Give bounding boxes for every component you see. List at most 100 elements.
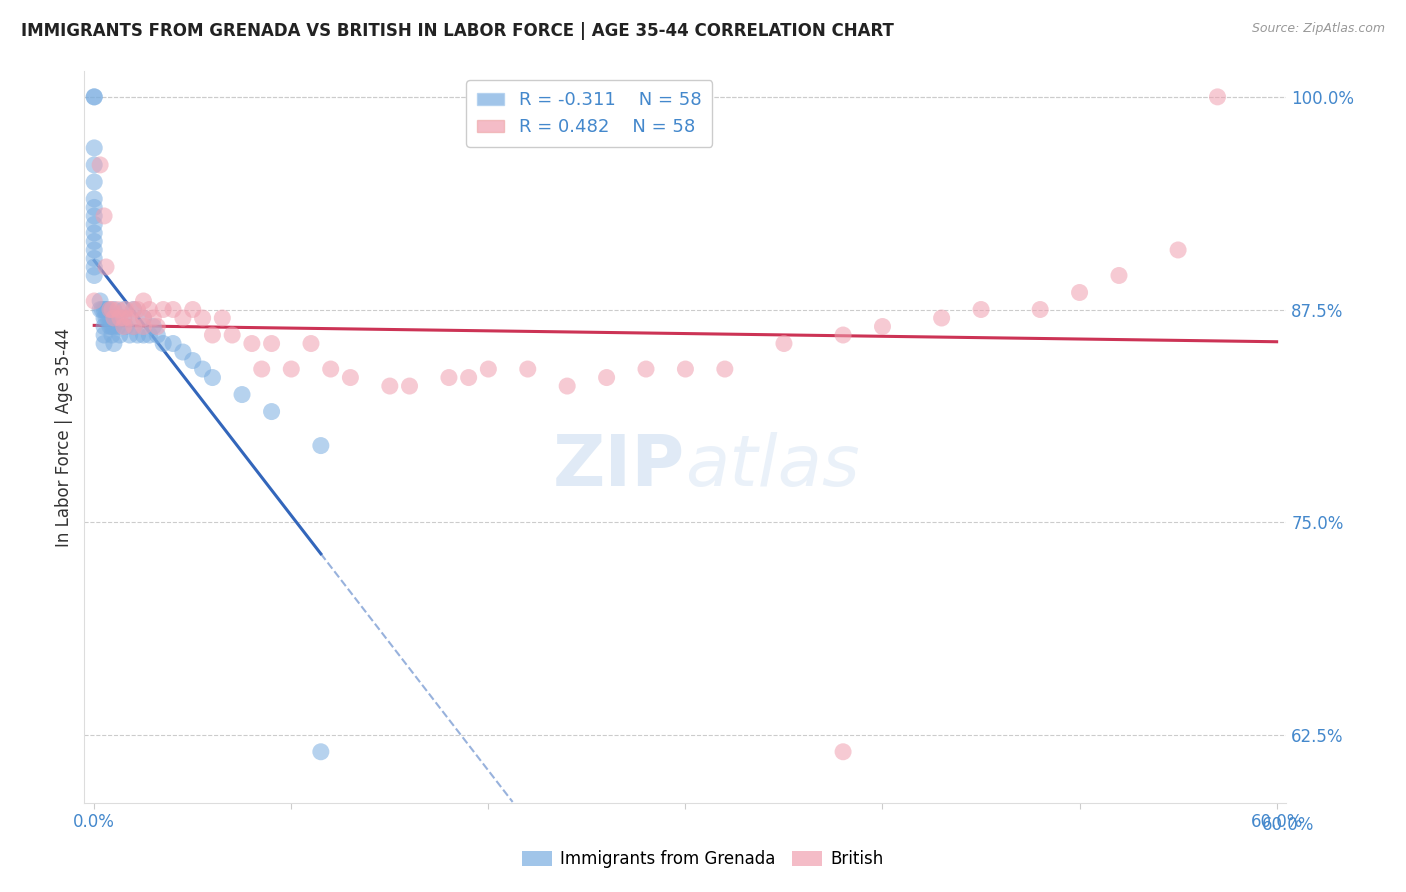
Point — [152, 336, 174, 351]
Point — [94, 302, 117, 317]
Point — [112, 311, 135, 326]
Text: IMMIGRANTS FROM GRENADA VS BRITISH IN LABOR FORCE | AGE 35-44 CORRELATION CHART: IMMIGRANTS FROM GRENADA VS BRITISH IN LA… — [21, 22, 894, 40]
Point — [107, 302, 129, 317]
Point — [142, 319, 165, 334]
Point — [101, 319, 124, 334]
Text: ZIP: ZIP — [553, 432, 686, 500]
Point — [319, 362, 342, 376]
Point — [89, 302, 111, 317]
Point — [398, 379, 420, 393]
Point — [114, 319, 136, 334]
Point — [118, 328, 141, 343]
Text: atlas: atlas — [686, 432, 860, 500]
Point — [93, 311, 115, 326]
Point — [1167, 243, 1189, 257]
Point — [132, 328, 155, 343]
Point — [773, 336, 796, 351]
Point — [97, 302, 120, 317]
Y-axis label: In Labor Force | Age 35-44: In Labor Force | Age 35-44 — [55, 327, 73, 547]
Point — [1069, 285, 1091, 300]
Point — [162, 336, 184, 351]
Point — [93, 319, 115, 334]
Point — [152, 302, 174, 317]
Point — [477, 362, 499, 376]
Point — [83, 90, 105, 104]
Point — [1206, 90, 1229, 104]
Point — [231, 387, 253, 401]
Point — [260, 336, 283, 351]
Point — [260, 404, 283, 418]
Point — [97, 311, 120, 326]
Point — [83, 260, 105, 274]
Point — [146, 328, 169, 343]
Point — [98, 311, 121, 326]
Point — [221, 328, 243, 343]
Point — [83, 192, 105, 206]
Point — [191, 362, 214, 376]
Point — [132, 311, 155, 326]
Point — [172, 345, 194, 359]
Point — [83, 209, 105, 223]
Point — [162, 302, 184, 317]
Point — [83, 226, 105, 240]
Point — [112, 302, 135, 317]
Point — [83, 243, 105, 257]
Point — [138, 328, 160, 343]
Point — [103, 319, 125, 334]
Point — [714, 362, 737, 376]
Point — [114, 302, 136, 317]
Point — [437, 370, 460, 384]
Point — [555, 379, 578, 393]
Point — [142, 311, 165, 326]
Point — [112, 311, 135, 326]
Point — [132, 319, 155, 334]
Point — [970, 302, 993, 317]
Point — [89, 293, 111, 308]
Point — [91, 302, 114, 317]
Point — [181, 353, 204, 368]
Point — [108, 311, 131, 326]
Point — [101, 328, 124, 343]
Point — [112, 319, 135, 334]
Point — [280, 362, 302, 376]
Point — [240, 336, 263, 351]
Point — [103, 311, 125, 326]
Point — [103, 311, 125, 326]
Point — [457, 370, 479, 384]
Point — [89, 158, 111, 172]
Point — [339, 370, 361, 384]
Point — [83, 268, 105, 283]
Point — [83, 141, 105, 155]
Point — [1029, 302, 1052, 317]
Point — [138, 302, 160, 317]
Text: Source: ZipAtlas.com: Source: ZipAtlas.com — [1251, 22, 1385, 36]
Point — [127, 302, 149, 317]
Point — [93, 336, 115, 351]
Point — [516, 362, 538, 376]
Point — [634, 362, 657, 376]
Point — [122, 302, 145, 317]
Point — [122, 302, 145, 317]
Point — [108, 328, 131, 343]
Point — [250, 362, 273, 376]
Point — [83, 235, 105, 249]
Point — [309, 439, 332, 453]
Point — [83, 201, 105, 215]
Point — [127, 328, 149, 343]
Legend: R = -0.311    N = 58, R = 0.482    N = 58: R = -0.311 N = 58, R = 0.482 N = 58 — [467, 80, 713, 147]
Point — [93, 302, 115, 317]
Text: 60.0%: 60.0% — [1263, 816, 1315, 834]
Point — [93, 209, 115, 223]
Point — [103, 302, 125, 317]
Point — [98, 319, 121, 334]
Point — [201, 370, 224, 384]
Point — [211, 311, 233, 326]
Point — [378, 379, 401, 393]
Point — [181, 302, 204, 317]
Point — [191, 311, 214, 326]
Point — [83, 175, 105, 189]
Point — [94, 311, 117, 326]
Point — [83, 218, 105, 232]
Point — [83, 90, 105, 104]
Point — [872, 319, 894, 334]
